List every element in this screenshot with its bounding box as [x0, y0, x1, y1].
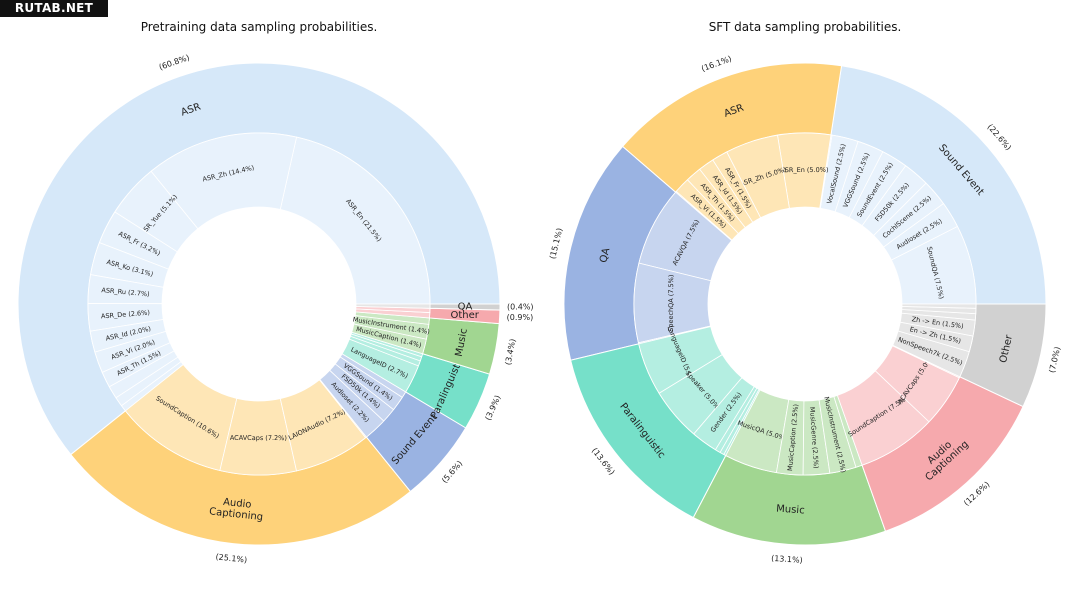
outer-label-qa: QA [598, 247, 612, 264]
chart-title: Pretraining data sampling probabilities. [141, 20, 378, 34]
pct-label-sound-event: (5.6%) [440, 459, 464, 485]
inner-wedge-qa-1 [355, 303, 431, 309]
outer-label-music: Music [454, 328, 470, 358]
outer-label-other: Other [451, 310, 480, 321]
pct-label-audio-captioning: (25.1%) [215, 552, 247, 564]
pct-label-other: (7.0%) [1048, 346, 1063, 374]
pct-label-qa: (0.4%) [507, 303, 534, 312]
inner-label-asr-en-5-0: ASR_En (5.0%) [780, 166, 828, 174]
inner-label-acavcaps-7-2: ACAVCaps (7.2%) [230, 434, 287, 442]
inner-label-speechqa-7-5: SpeechQA (7.5%) [667, 275, 675, 332]
sunburst-chart-1: Pretraining data sampling probabilities.… [17, 20, 534, 565]
inner-wedge-asr-1 [279, 136, 431, 305]
pct-label-music: (3.4%) [504, 338, 518, 366]
site-watermark: RUTAB.NET [0, 0, 108, 17]
pct-label-music: (13.1%) [771, 554, 803, 565]
inner-label-asr-de-2-6: ASR_De (2.6%) [101, 309, 150, 321]
outer-label-music: Music [776, 503, 805, 516]
chart-title: SFT data sampling probabilities. [709, 20, 902, 34]
sunburst-chart-2: SFT data sampling probabilities.SoundQA … [548, 20, 1062, 565]
pct-label-qa: (15.1%) [548, 227, 564, 260]
pct-label-other: (0.9%) [507, 313, 534, 322]
pct-label-asr: (16.1%) [700, 54, 733, 73]
inner-wedge-other-6 [901, 303, 977, 309]
outer-label-qa: QA [458, 302, 473, 313]
pct-label-paralinguistic: (3.9%) [484, 394, 503, 422]
pct-label-paralinguistic: (13.6%) [590, 446, 617, 476]
pct-label-sound-event: (22.6%) [986, 122, 1013, 152]
pct-label-audio-captioning: (12.6%) [962, 480, 992, 508]
pct-label-asr: (60.8%) [158, 53, 191, 72]
